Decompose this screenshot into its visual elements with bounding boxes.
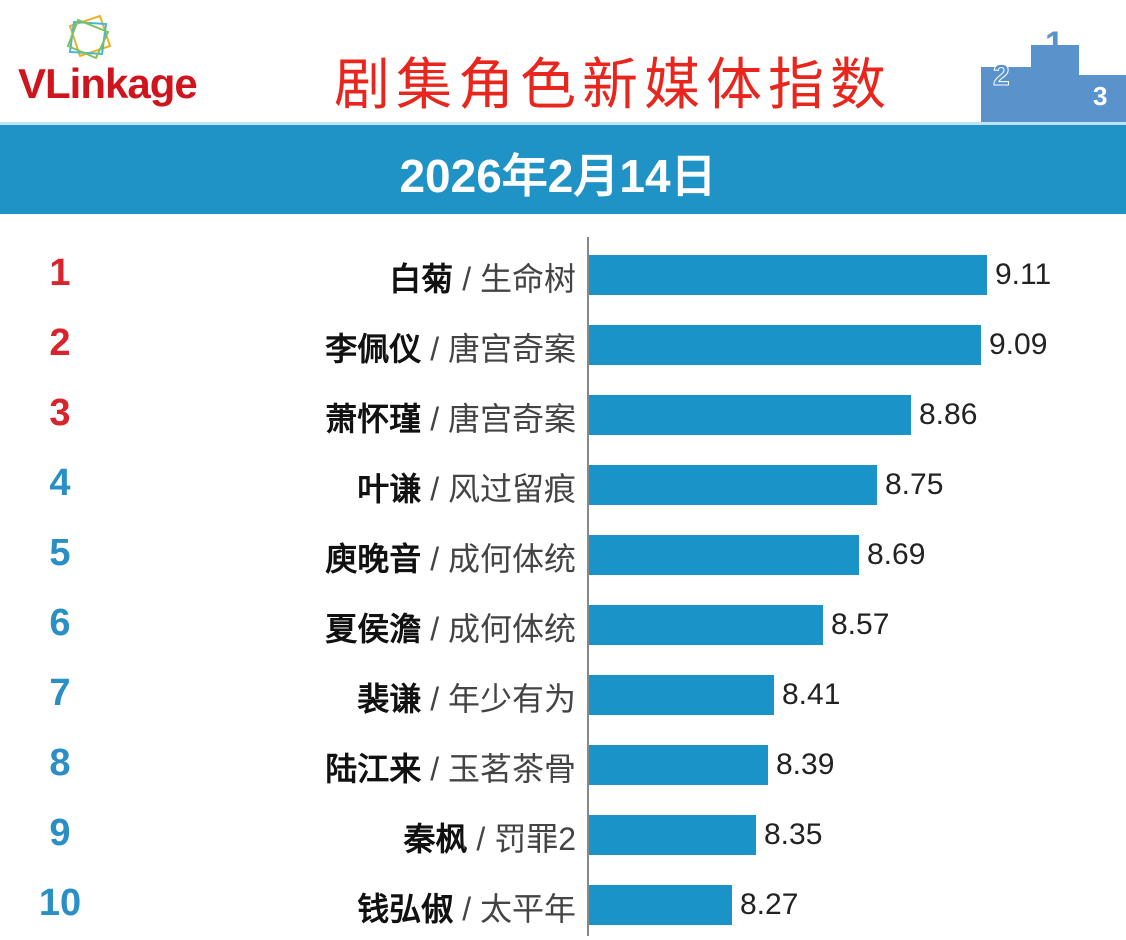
podium-2: 2	[993, 59, 1010, 92]
separator: /	[430, 611, 440, 647]
character-name: 钱弘俶	[357, 891, 454, 927]
character-name: 叶谦	[357, 471, 422, 507]
rank-label: 9	[49, 812, 71, 854]
bar	[589, 395, 911, 435]
bar	[589, 535, 859, 575]
value-label: 8.86	[919, 398, 978, 431]
value-label: 8.41	[782, 678, 841, 711]
rank-label: 6	[49, 602, 71, 644]
rank-label: 5	[49, 532, 71, 574]
bar-row: 4 叶谦 / 风过留痕 8.75	[0, 450, 1126, 520]
rank-label: 1	[49, 252, 71, 294]
bar-category-label: 白菊 / 生命树	[389, 254, 576, 300]
rank-label: 8	[49, 742, 71, 784]
character-name: 白菊	[389, 261, 454, 297]
rank-label: 10	[38, 882, 82, 924]
bar	[589, 465, 877, 505]
bar-category-label: 庾晚音 / 成何体统	[325, 534, 576, 580]
value-label: 8.39	[776, 748, 835, 781]
bar	[589, 675, 774, 715]
podium-1: 1	[1045, 25, 1064, 63]
show-name: 罚罪2	[494, 821, 576, 857]
logo-text: VLinkage	[18, 60, 198, 107]
character-name: 李佩仪	[325, 331, 422, 367]
bar-category-label: 裴谦 / 年少有为	[357, 674, 576, 720]
separator: /	[430, 541, 440, 577]
show-name: 风过留痕	[447, 471, 576, 507]
bar	[589, 745, 768, 785]
bar-category-label: 叶谦 / 风过留痕	[357, 464, 576, 510]
bar-row: 1 白菊 / 生命树 9.11	[0, 240, 1126, 310]
date-label: 2026年2月14日	[399, 150, 717, 202]
value-label: 8.75	[885, 468, 944, 501]
bar-category-label: 李佩仪 / 唐宫奇案	[325, 324, 576, 370]
vlinkage-logo: VLinkage	[8, 12, 248, 107]
bar-category-label: 钱弘俶 / 太平年	[357, 884, 576, 930]
bar	[589, 255, 987, 295]
show-name: 生命树	[479, 261, 576, 297]
bar-row: 8 陆江来 / 玉茗茶骨 8.39	[0, 730, 1126, 800]
bar-row: 6 夏侯澹 / 成何体统 8.57	[0, 590, 1126, 660]
show-name: 太平年	[479, 891, 576, 927]
value-label: 9.09	[989, 328, 1048, 361]
bar-row: 3 萧怀瑾 / 唐宫奇案 8.86	[0, 380, 1126, 450]
separator: /	[430, 401, 440, 437]
bar	[589, 885, 732, 925]
rank-label: 3	[49, 392, 71, 434]
character-name: 裴谦	[357, 681, 422, 717]
separator: /	[462, 261, 472, 297]
separator: /	[476, 821, 486, 857]
bar-row: 7 裴谦 / 年少有为 8.41	[0, 660, 1126, 730]
rank-label: 4	[49, 462, 71, 504]
separator: /	[430, 681, 440, 717]
value-label: 8.35	[764, 818, 823, 851]
separator: /	[430, 331, 440, 367]
podium-3: 3	[1093, 81, 1107, 111]
show-name: 年少有为	[447, 681, 576, 717]
separator: /	[462, 891, 472, 927]
show-name: 唐宫奇案	[447, 401, 576, 437]
value-label: 9.11	[995, 258, 1052, 291]
separator: /	[430, 471, 440, 507]
podium-icon: 2 1 3	[981, 25, 1126, 122]
y-axis-line	[587, 237, 589, 936]
show-name: 玉茗茶骨	[447, 751, 576, 787]
bar-category-label: 陆江来 / 玉茗茶骨	[325, 744, 576, 790]
bar-category-label: 夏侯澹 / 成何体统	[325, 604, 576, 650]
value-label: 8.57	[831, 608, 890, 641]
show-name: 成何体统	[447, 541, 576, 577]
rank-label: 7	[49, 672, 71, 714]
character-name: 秦枫	[403, 821, 468, 857]
character-name: 夏侯澹	[325, 611, 422, 647]
bar-category-label: 萧怀瑾 / 唐宫奇案	[325, 394, 576, 440]
value-label: 8.27	[740, 888, 799, 921]
bar-row: 5 庾晚音 / 成何体统 8.69	[0, 520, 1126, 590]
bar-category-label: 秦枫 / 罚罪2	[404, 814, 577, 860]
bar	[589, 815, 756, 855]
value-label: 8.69	[867, 538, 926, 571]
rank-label: 2	[49, 322, 71, 364]
show-name: 唐宫奇案	[447, 331, 576, 367]
bar	[589, 325, 981, 365]
chart-title: 剧集角色新媒体指数	[334, 53, 892, 116]
bar	[589, 605, 823, 645]
show-name: 成何体统	[447, 611, 576, 647]
bar-row: 10 钱弘俶 / 太平年 8.27	[0, 870, 1126, 940]
character-name: 萧怀瑾	[325, 401, 422, 437]
bar-row: 2 李佩仪 / 唐宫奇案 9.09	[0, 310, 1126, 380]
character-name: 陆江来	[325, 751, 422, 787]
logo-frames-icon	[66, 14, 112, 60]
character-name: 庾晚音	[325, 541, 422, 577]
bar-row: 9 秦枫 / 罚罪2 8.35	[0, 800, 1126, 870]
separator: /	[430, 751, 440, 787]
date-band	[0, 122, 1126, 214]
